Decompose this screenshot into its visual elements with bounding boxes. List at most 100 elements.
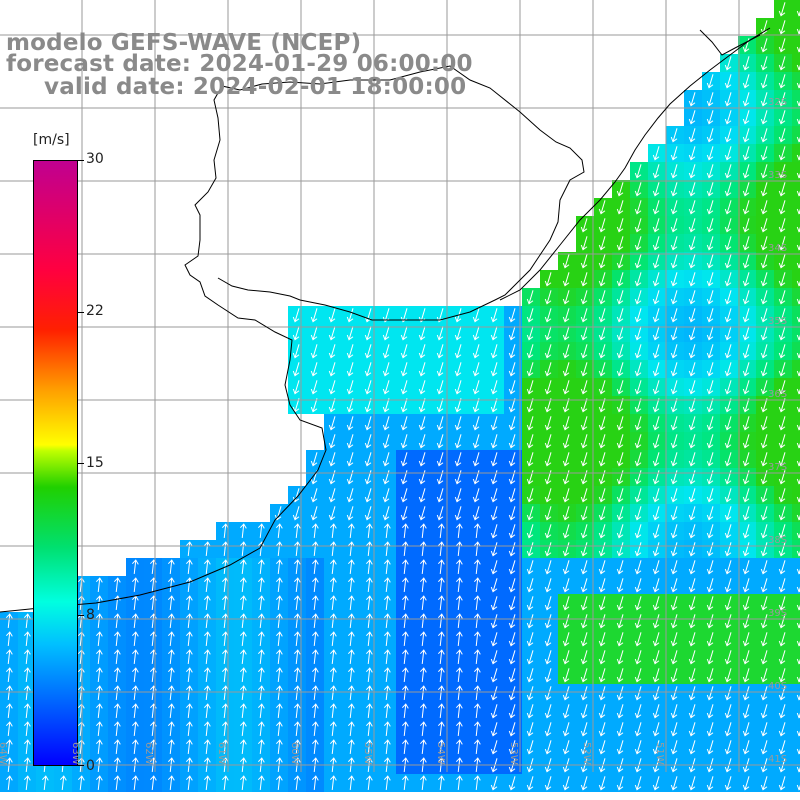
wind-arrow [598, 632, 606, 647]
wind-arrow [760, 74, 768, 89]
wind-arrow [364, 434, 372, 449]
wind-arrow [419, 523, 427, 539]
coastline [0, 27, 771, 613]
wind-arrow [544, 650, 552, 665]
wind-arrow [347, 667, 355, 683]
wind-arrow [508, 488, 516, 503]
wind-arrow [688, 200, 696, 215]
wind-arrow [23, 775, 31, 791]
colorbar-tick-label: 30 [86, 151, 104, 167]
wind-arrow [167, 685, 175, 701]
wind-arrow [310, 362, 318, 377]
wind-arrow [580, 380, 588, 395]
wind-arrow [382, 506, 390, 521]
wind-arrow [652, 686, 660, 701]
wind-arrow [670, 686, 678, 701]
wind-arrow [382, 362, 390, 377]
wind-arrow [778, 20, 786, 35]
wind-arrow [113, 775, 121, 791]
wind-arrow [652, 200, 660, 215]
wind-arrow [383, 595, 391, 611]
wind-arrow [526, 506, 534, 521]
wind-arrow [418, 416, 426, 431]
wind-speed-cell [792, 702, 800, 720]
wind-arrow [95, 739, 103, 755]
wind-arrow [580, 272, 588, 287]
wind-speed-cell [792, 486, 800, 504]
wind-speed-cell [792, 522, 800, 540]
wind-arrow [221, 577, 229, 593]
wind-arrow [436, 452, 444, 467]
wind-arrow [652, 596, 660, 611]
wind-arrow [383, 667, 391, 683]
wind-arrow [706, 236, 714, 251]
wind-arrow [706, 164, 714, 179]
wind-arrow [203, 775, 211, 791]
wind-arrow [778, 398, 786, 413]
wind-arrow [239, 703, 247, 719]
wind-arrow [239, 559, 247, 575]
wind-arrow [526, 362, 534, 377]
latitude-label: 35S [768, 316, 788, 327]
wind-arrow [490, 560, 498, 575]
wind-arrow [598, 254, 606, 269]
wind-arrow [778, 218, 786, 233]
wind-arrow [365, 631, 373, 647]
wind-arrow [383, 721, 391, 737]
wind-arrow [670, 488, 678, 503]
wind-arrow [221, 739, 229, 755]
wind-arrow [329, 703, 337, 719]
wind-arrow [95, 667, 103, 683]
colorbar-tick-label: 15 [86, 455, 104, 471]
wind-arrow [113, 721, 121, 737]
wind-arrow [5, 775, 13, 791]
wind-arrow [760, 668, 768, 683]
wind-arrow [580, 398, 588, 413]
wind-arrow [275, 649, 283, 665]
wind-arrow [688, 398, 696, 413]
wind-arrow [688, 362, 696, 377]
wind-arrow [454, 398, 462, 413]
wind-arrow [257, 577, 265, 593]
wind-arrow [580, 344, 588, 359]
wind-arrow [742, 236, 750, 251]
wind-arrow [742, 596, 750, 611]
wind-arrow [364, 416, 372, 431]
wind-arrow [473, 685, 481, 701]
wind-arrow [742, 416, 750, 431]
wind-arrow [275, 739, 283, 755]
wind-arrow [562, 416, 570, 431]
wind-arrow [562, 740, 570, 755]
wind-speed-cell [792, 144, 800, 162]
wind-arrow [310, 506, 318, 521]
wind-arrow [634, 740, 642, 755]
wind-arrow [778, 38, 786, 53]
wind-arrow [347, 613, 355, 629]
wind-arrow [167, 703, 175, 719]
wind-arrow [490, 614, 498, 629]
wind-arrow [311, 739, 319, 755]
wind-arrow [346, 308, 354, 323]
wind-arrow [364, 506, 372, 521]
wind-arrow [544, 614, 552, 629]
wind-arrow [490, 632, 498, 647]
wind-arrow [437, 523, 445, 539]
wind-arrow [347, 649, 355, 665]
wind-arrow [634, 542, 642, 557]
wind-arrow [652, 614, 660, 629]
wind-arrow [437, 595, 445, 611]
wind-arrow [724, 704, 732, 719]
wind-arrow [473, 649, 481, 665]
wind-arrow [670, 218, 678, 233]
wind-arrow [580, 704, 588, 719]
wind-arrow [778, 290, 786, 305]
longitude-label: 52W [581, 742, 592, 765]
wind-arrow [419, 703, 427, 719]
wind-arrow [544, 632, 552, 647]
wind-arrow [652, 146, 660, 161]
wind-arrow [724, 236, 732, 251]
wind-arrow [778, 488, 786, 503]
wind-arrow [329, 523, 337, 539]
wind-arrow [419, 775, 427, 791]
wind-arrow [418, 434, 426, 449]
